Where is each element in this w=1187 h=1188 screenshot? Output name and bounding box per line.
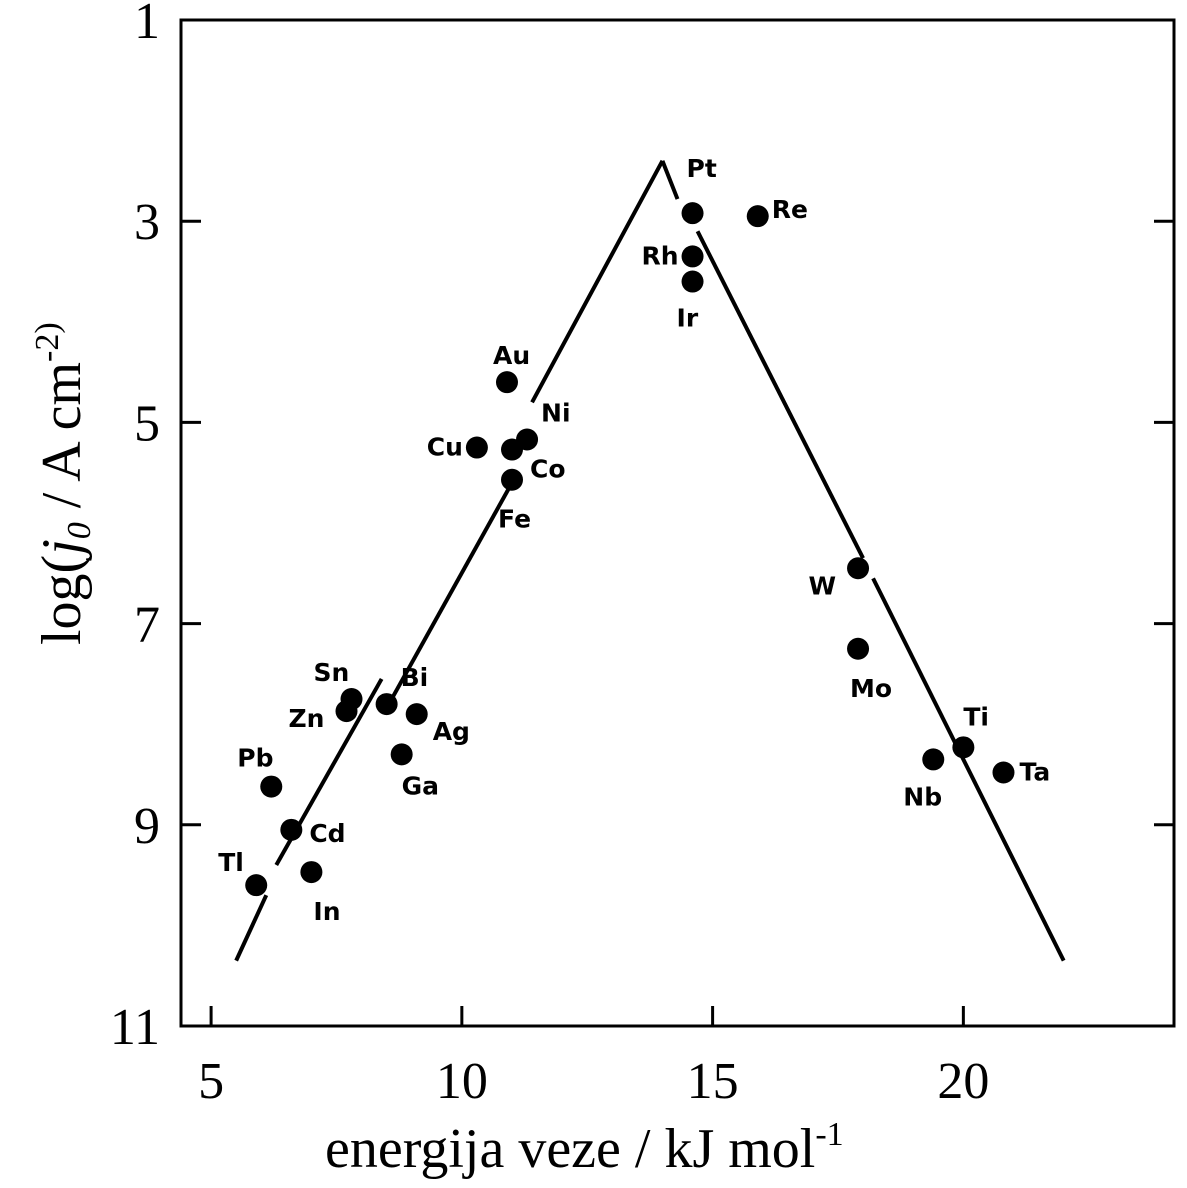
point-label-rh: Rh — [641, 241, 678, 270]
point-bi — [375, 693, 398, 716]
point-label-pt: Pt — [687, 154, 717, 183]
point-label-re: Re — [772, 195, 808, 224]
y-axis-title-superscript: -2) — [29, 322, 66, 362]
y-axis: 1 3 5 7 9 11 — [110, 0, 1174, 1056]
plot-frame — [179, 18, 1176, 1028]
point-w — [847, 557, 870, 580]
point-label-in: In — [313, 897, 340, 926]
y-axis-title-subscript: 0 — [61, 522, 98, 539]
point-label-zn: Zn — [289, 704, 325, 733]
y-tick-label: 11 — [110, 999, 160, 1056]
point-label-nb: Nb — [903, 782, 942, 811]
point-ir — [681, 270, 704, 293]
y-axis-title: log(j0 / A cm-2) — [29, 322, 98, 645]
point-label-co: Co — [530, 455, 566, 484]
point-tl — [245, 874, 268, 897]
x-tick-label: 15 — [687, 1053, 739, 1110]
point-ga — [390, 743, 413, 766]
y-tick-label: 3 — [134, 194, 160, 251]
y-axis-title-unit: / A cm — [31, 362, 93, 522]
point-ta — [992, 761, 1015, 784]
point-pt — [681, 202, 704, 225]
point-zn — [335, 700, 358, 723]
y-tick-label: 5 — [134, 395, 160, 452]
point-nb — [922, 748, 945, 771]
data-points: Pt Re Rh Ir Au Ni Cu Co Fe W Mo Sn Bi Zn Ag Ga Ti Nb Ta Pb C… — [218, 154, 1050, 926]
y-tick-label: 1 — [134, 0, 160, 50]
trend-line-left-lower — [234, 894, 269, 962]
point-co — [501, 438, 523, 461]
x-tick-label: 10 — [436, 1053, 488, 1110]
point-label-ir: Ir — [677, 304, 699, 333]
point-re — [746, 205, 769, 228]
y-tick-label: 7 — [134, 597, 160, 654]
point-label-mo: Mo — [850, 674, 892, 703]
trend-line-right-upper — [695, 230, 865, 560]
trend-line-left-top — [530, 159, 665, 404]
point-label-ag: Ag — [433, 717, 470, 746]
point-fe — [501, 468, 523, 491]
point-ag — [405, 703, 428, 726]
x-tick-label: 5 — [198, 1053, 224, 1110]
trend-line-right-top — [660, 160, 680, 200]
x-axis: 5 10 15 20 — [198, 1006, 989, 1110]
trend-line-left-middle — [389, 481, 514, 701]
point-label-au: Au — [493, 341, 530, 370]
point-label-ti: Ti — [963, 702, 989, 731]
trend-line-right-lower — [871, 577, 1066, 962]
point-mo — [847, 637, 870, 660]
plot-area — [179, 18, 1176, 1028]
point-in — [300, 861, 323, 884]
point-label-bi: Bi — [401, 663, 429, 692]
point-pb — [260, 775, 283, 798]
y-axis-title-j: j — [31, 539, 93, 561]
point-label-cu: Cu — [427, 433, 463, 462]
point-ti — [952, 736, 975, 759]
point-label-cd: Cd — [309, 819, 345, 848]
x-axis-title-superscript: -1 — [815, 1116, 843, 1153]
point-cd — [280, 818, 303, 841]
point-rh — [681, 245, 704, 268]
x-tick-label: 20 — [937, 1053, 989, 1110]
point-label-ga: Ga — [402, 771, 439, 800]
trend-lines — [234, 159, 1066, 962]
point-label-sn: Sn — [314, 658, 350, 687]
point-label-ni: Ni — [541, 399, 571, 428]
point-au — [495, 371, 518, 394]
point-cu — [465, 436, 488, 459]
point-label-pb: Pb — [237, 744, 273, 773]
point-label-w: W — [808, 571, 836, 600]
point-label-tl: Tl — [218, 848, 244, 877]
point-label-fe: Fe — [498, 505, 531, 534]
x-axis-title: energija veze / kJ mol-1 — [325, 1116, 844, 1180]
point-label-ta: Ta — [1019, 757, 1050, 786]
y-tick-label: 9 — [134, 798, 160, 855]
